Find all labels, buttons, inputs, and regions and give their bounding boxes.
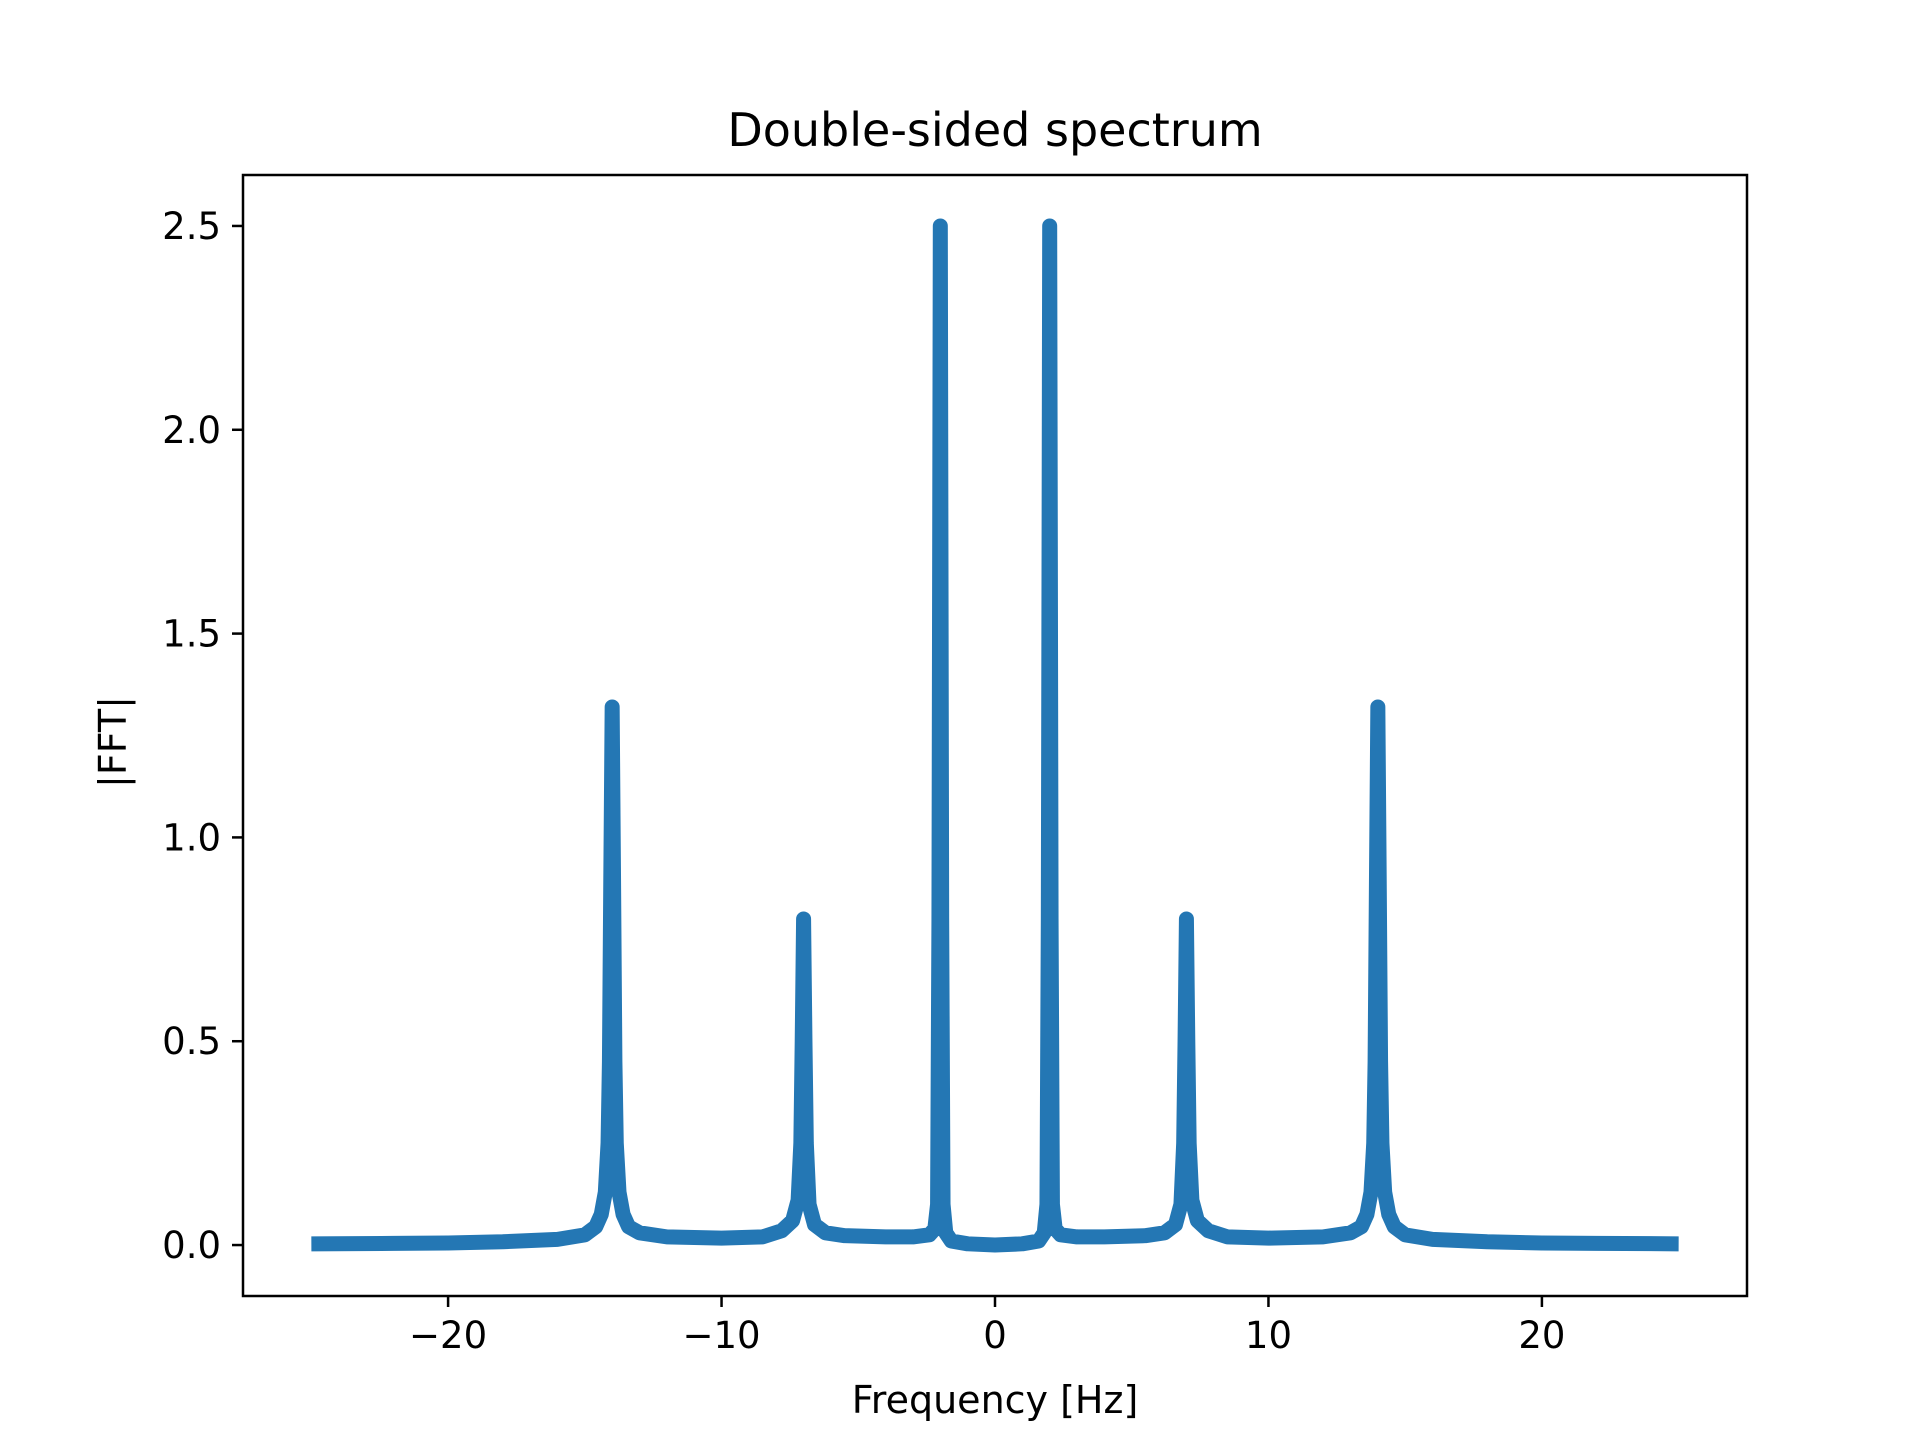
y-tick-label: 2.0 xyxy=(162,409,221,452)
y-tick-label: 2.5 xyxy=(162,205,221,248)
x-tick-label: 0 xyxy=(983,1314,1007,1357)
series-line-0 xyxy=(311,218,1679,1253)
y-tick-label: 1.0 xyxy=(162,816,221,859)
x-tick-label: −10 xyxy=(682,1314,760,1357)
x-tick-label: 20 xyxy=(1518,1314,1565,1357)
y-axis-label: |FFT| xyxy=(91,696,136,788)
y-axis: 0.0 0.5 1.0 1.5 2.0 2.5 xyxy=(162,205,243,1267)
y-tick-label: 1.5 xyxy=(162,613,221,656)
y-tick-label: 0.0 xyxy=(162,1224,221,1267)
chart-title: Double-sided spectrum xyxy=(727,103,1262,157)
x-axis-label: Frequency [Hz] xyxy=(852,1378,1139,1422)
y-tick-label: 0.5 xyxy=(162,1020,221,1063)
x-tick-label: 10 xyxy=(1245,1314,1292,1357)
plot-area xyxy=(311,218,1679,1253)
x-tick-label: −20 xyxy=(409,1314,487,1357)
x-axis: −20 −10 0 10 20 xyxy=(409,1296,1565,1357)
